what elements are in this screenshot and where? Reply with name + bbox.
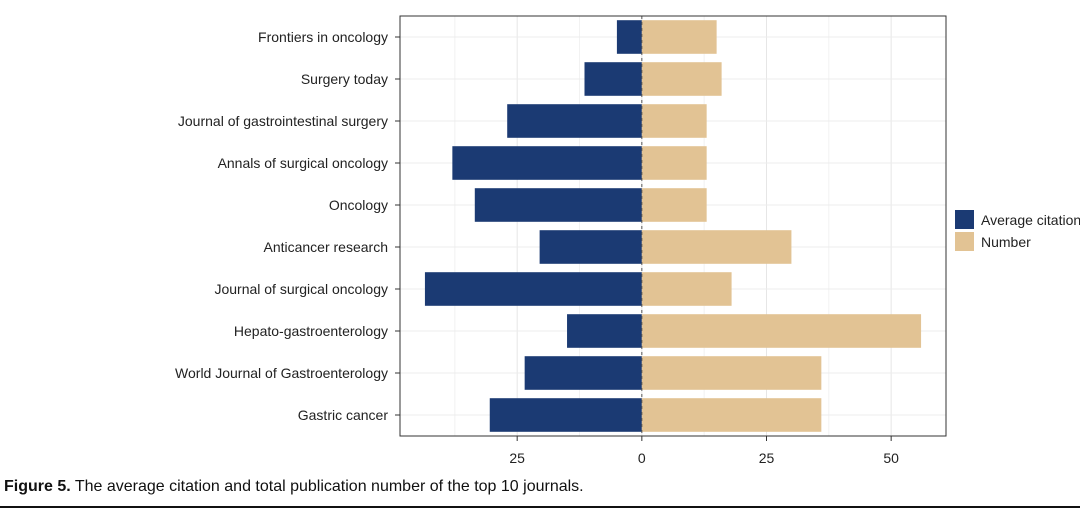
bar-average-citation: [452, 146, 642, 180]
bars: [424, 20, 922, 432]
legend-label: Average citation: [981, 212, 1080, 228]
bar-number: [641, 314, 922, 348]
bar-number: [641, 104, 707, 138]
y-tick-label: Oncology: [329, 197, 388, 213]
x-tick-label: 25: [509, 450, 525, 466]
caption-label: Figure 5.: [4, 478, 71, 495]
y-tick-label: Surgery today: [301, 71, 388, 87]
y-tick-label: World Journal of Gastroenterology: [175, 365, 388, 381]
bar-number: [641, 272, 732, 306]
y-tick-label: Anticancer research: [263, 239, 388, 255]
bar-average-citation: [616, 20, 642, 54]
y-tick-label: Journal of surgical oncology: [214, 281, 388, 297]
caption-text: The average citation and total publicati…: [70, 478, 584, 495]
legend-swatch: [955, 232, 974, 251]
x-axis-labels: 25 0 25 50: [509, 436, 899, 466]
x-tick-label: 50: [883, 450, 899, 466]
bar-average-citation: [474, 188, 642, 222]
bar-number: [641, 356, 822, 390]
bar-average-citation: [524, 356, 642, 390]
y-tick-label: Hepato-gastroenterology: [234, 323, 388, 339]
y-tick-label: Journal of gastrointestinal surgery: [178, 113, 388, 129]
bar-average-citation: [489, 398, 642, 432]
legend-swatch: [955, 210, 974, 229]
y-tick-label: Frontiers in oncology: [258, 29, 388, 45]
bottom-rule: [0, 506, 1080, 508]
y-tick-label: Gastric cancer: [298, 407, 389, 423]
bar-average-citation: [424, 272, 642, 306]
plot-panel: [399, 15, 947, 437]
x-tick-label: 25: [759, 450, 775, 466]
legend-label: Number: [981, 234, 1031, 250]
figure-caption: Figure 5. The average citation and total…: [4, 478, 584, 496]
bar-number: [641, 188, 707, 222]
bar-average-citation: [567, 314, 642, 348]
bar-average-citation: [539, 230, 642, 264]
bar-average-citation: [584, 62, 642, 96]
bar-number: [641, 398, 822, 432]
chart: Frontiers in oncology Surgery today Journa…: [175, 15, 1080, 466]
bar-number: [641, 146, 707, 180]
y-tick-label: Annals of surgical oncology: [218, 155, 388, 171]
y-axis-labels: Frontiers in oncology Surgery today Journa…: [175, 29, 400, 423]
bar-number: [641, 230, 792, 264]
bar-number: [641, 62, 722, 96]
bar-average-citation: [507, 104, 642, 138]
legend: Average citation Number: [955, 210, 1080, 251]
bar-number: [641, 20, 717, 54]
x-tick-label: 0: [638, 450, 646, 466]
